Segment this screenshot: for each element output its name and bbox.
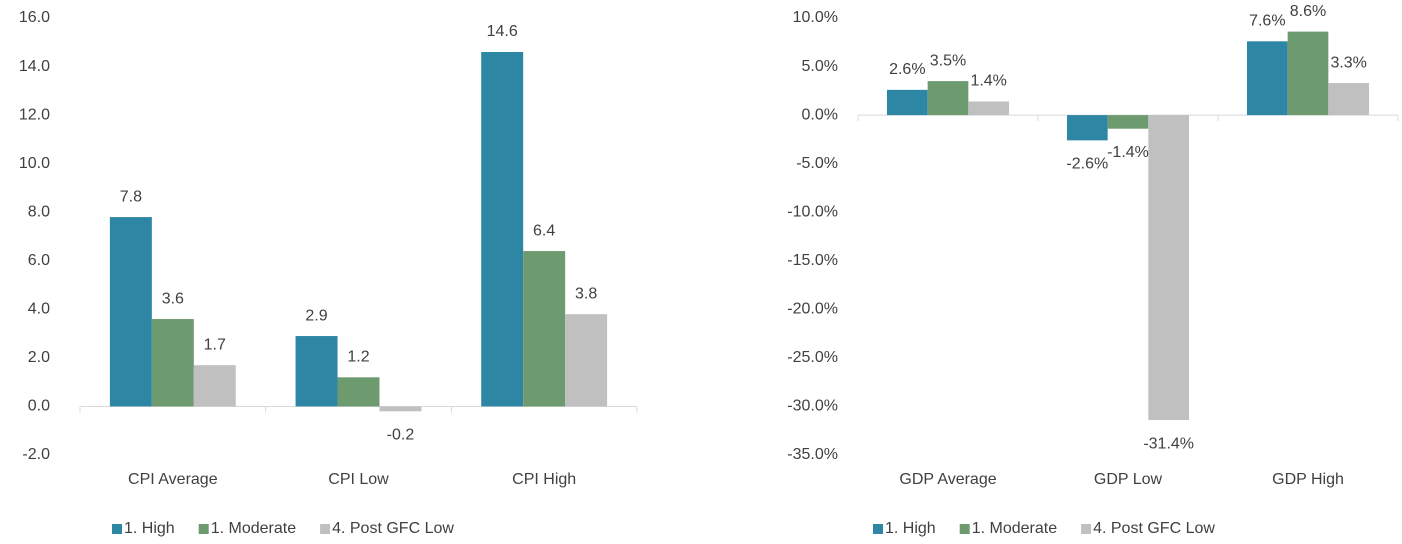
x-tick-label: GDP Low — [1094, 471, 1163, 488]
bar — [379, 406, 422, 412]
bar — [295, 336, 338, 407]
x-tick-label: GDP High — [1272, 471, 1344, 488]
bar — [151, 319, 194, 407]
legend-swatch — [112, 524, 122, 534]
bar — [886, 89, 928, 116]
y-tick-label: 0.0 — [28, 398, 50, 415]
y-tick-label: 6.0 — [28, 252, 50, 269]
bar — [523, 251, 566, 407]
data-label: 1.7 — [204, 336, 226, 353]
y-tick-label: -25.0% — [787, 349, 838, 366]
data-label: 3.5% — [930, 52, 966, 69]
x-tick-label: GDP Average — [899, 471, 996, 488]
data-label: -0.2 — [387, 427, 415, 444]
y-tick-label: 10.0 — [19, 155, 50, 172]
bar — [337, 377, 380, 407]
data-label: 3.3% — [1330, 54, 1366, 71]
bar — [927, 81, 969, 116]
y-tick-label: -15.0% — [787, 252, 838, 269]
bar — [1328, 83, 1370, 116]
bar — [565, 314, 608, 407]
bar — [193, 365, 236, 407]
data-label: 7.6% — [1249, 13, 1285, 30]
y-tick-label: 12.0 — [19, 106, 50, 123]
data-label: 2.6% — [889, 61, 925, 78]
bar — [968, 101, 1010, 116]
bar — [1066, 115, 1108, 141]
legend-swatch — [320, 524, 331, 534]
data-label: 3.6 — [162, 290, 184, 307]
bar — [1148, 115, 1190, 421]
x-tick-label: CPI Low — [328, 471, 389, 488]
data-label: 3.8 — [575, 285, 597, 302]
legend-label: 1. Moderate — [211, 520, 296, 537]
bar — [109, 217, 152, 407]
bar — [1246, 41, 1288, 116]
bar — [1107, 115, 1149, 129]
y-tick-label: -5.0% — [796, 155, 838, 172]
y-tick-label: 8.0 — [28, 203, 50, 220]
legend-swatch — [198, 524, 209, 534]
data-label: 14.6 — [487, 23, 518, 40]
x-tick-label: CPI Average — [128, 471, 218, 488]
legend-label: 4. Post GFC Low — [332, 520, 454, 537]
data-label: 1.2 — [347, 349, 369, 366]
data-label: 6.4 — [533, 222, 555, 239]
y-tick-label: -20.0% — [787, 301, 838, 318]
data-label: -2.6% — [1066, 156, 1108, 173]
legend-swatch — [959, 524, 970, 534]
bar — [1287, 31, 1329, 116]
data-label: 2.9 — [305, 307, 327, 324]
legend-label: 1. High — [885, 520, 936, 537]
y-tick-label: 2.0 — [28, 349, 50, 366]
y-tick-label: -30.0% — [787, 398, 838, 415]
legend-label: 4. Post GFC Low — [1093, 520, 1215, 537]
legend-swatch — [873, 524, 883, 534]
y-tick-label: -2.0 — [22, 446, 50, 463]
y-tick-label: 5.0% — [802, 58, 838, 75]
data-label: -31.4% — [1143, 435, 1194, 452]
x-tick-label: CPI High — [512, 471, 576, 488]
y-tick-label: 0.0% — [802, 106, 838, 123]
y-tick-label: -35.0% — [787, 446, 838, 463]
y-tick-label: -10.0% — [787, 203, 838, 220]
y-tick-label: 16.0 — [19, 9, 50, 26]
data-label: -1.4% — [1107, 144, 1149, 161]
data-label: 7.8 — [120, 188, 142, 205]
y-tick-label: 10.0% — [793, 9, 838, 26]
y-tick-label: 14.0 — [19, 58, 50, 75]
legend-label: 1. High — [124, 520, 175, 537]
legend-swatch — [1081, 524, 1092, 534]
bar — [481, 51, 524, 407]
y-tick-label: 4.0 — [28, 301, 50, 318]
data-label: 1.4% — [970, 73, 1006, 90]
data-label: 8.6% — [1290, 3, 1326, 20]
legend-label: 1. Moderate — [972, 520, 1057, 537]
